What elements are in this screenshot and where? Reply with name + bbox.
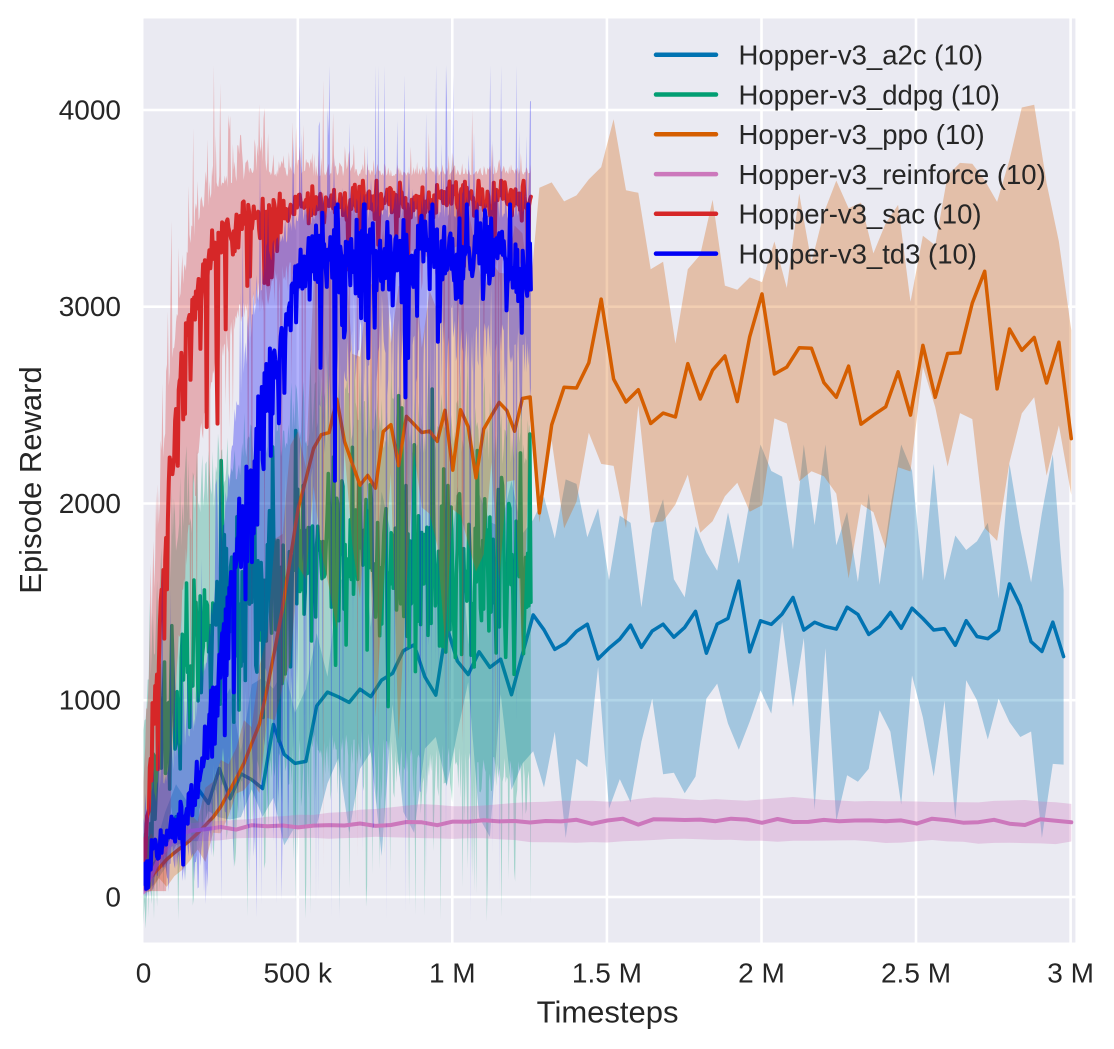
svg-text:Hopper-v3_a2c (10): Hopper-v3_a2c (10) — [739, 40, 984, 71]
svg-text:3 M: 3 M — [1047, 958, 1094, 989]
svg-text:1 M: 1 M — [429, 958, 476, 989]
svg-text:Hopper-v3_ddpg (10): Hopper-v3_ddpg (10) — [739, 79, 1000, 110]
svg-text:1000: 1000 — [59, 685, 121, 716]
svg-text:2000: 2000 — [59, 488, 121, 519]
svg-text:0: 0 — [105, 882, 121, 913]
svg-text:Timesteps: Timesteps — [537, 995, 679, 1030]
svg-text:0: 0 — [136, 958, 152, 989]
svg-text:Hopper-v3_td3 (10): Hopper-v3_td3 (10) — [739, 238, 977, 269]
svg-text:Hopper-v3_reinforce (10): Hopper-v3_reinforce (10) — [739, 159, 1046, 190]
svg-text:1.5 M: 1.5 M — [572, 958, 642, 989]
svg-text:2 M: 2 M — [738, 958, 785, 989]
svg-text:3000: 3000 — [59, 291, 121, 322]
svg-text:Hopper-v3_sac (10): Hopper-v3_sac (10) — [739, 199, 982, 230]
svg-text:Episode Reward: Episode Reward — [13, 366, 48, 593]
svg-text:500 k: 500 k — [264, 958, 333, 989]
svg-text:4000: 4000 — [59, 95, 121, 126]
svg-text:2.5 M: 2.5 M — [881, 958, 951, 989]
svg-text:Hopper-v3_ppo (10): Hopper-v3_ppo (10) — [739, 119, 985, 150]
